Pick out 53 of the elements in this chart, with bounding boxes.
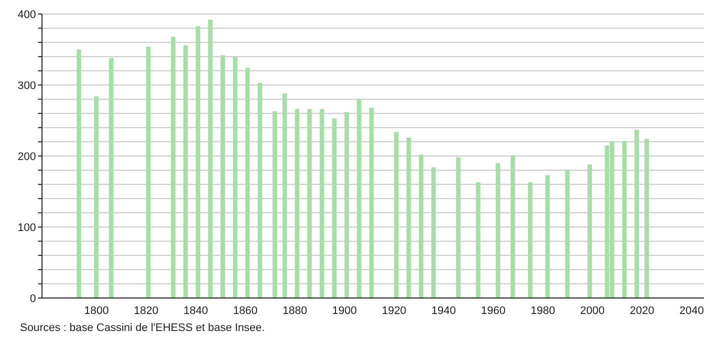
x-tick-label: 1900: [332, 304, 357, 317]
y-tick-label: 200: [18, 150, 36, 163]
bar: [356, 99, 362, 298]
bar: [634, 130, 640, 298]
bar: [245, 68, 250, 298]
bar: [183, 45, 188, 298]
bar: [320, 109, 324, 298]
y-tick-label: 0: [30, 292, 36, 305]
bar: [644, 138, 649, 298]
bar: [510, 155, 516, 298]
bar: [332, 118, 337, 298]
bar: [528, 182, 532, 298]
x-tick-label: 1840: [183, 304, 208, 317]
bar: [94, 96, 99, 298]
bar: [272, 111, 278, 298]
x-tick-label: 1880: [282, 304, 308, 317]
bar: [476, 182, 480, 298]
bar: [196, 26, 200, 298]
bar: [406, 138, 411, 298]
x-tick-label: 2000: [580, 304, 605, 317]
bar: [232, 56, 238, 298]
x-tick-label: 2040: [679, 304, 704, 317]
bar: [294, 109, 300, 298]
bar: [565, 169, 570, 298]
x-tick-label: 1980: [530, 304, 556, 317]
x-tick-label: 1820: [134, 304, 158, 317]
x-tick-label: 2020: [630, 304, 654, 317]
bar: [282, 94, 287, 298]
bar: [146, 46, 151, 298]
bar: [76, 50, 82, 298]
x-tick-label: 1800: [84, 304, 109, 317]
y-tick-label: 100: [18, 222, 36, 234]
bar: [622, 141, 627, 298]
bar: [307, 109, 312, 298]
bar: [220, 55, 225, 298]
x-tick-label: 1860: [233, 304, 258, 317]
bar: [208, 20, 213, 298]
bar: [545, 175, 550, 298]
bar: [496, 163, 500, 298]
y-tick-label: 400: [18, 8, 36, 21]
bar: [258, 82, 262, 298]
x-tick-label: 1920: [382, 304, 406, 317]
bar: [170, 36, 176, 298]
bar: [344, 112, 349, 298]
bar: [394, 132, 399, 298]
bar: [418, 154, 424, 298]
bar: [456, 157, 461, 298]
bar: [587, 164, 592, 298]
source-note: Sources : base Cassini de l'EHESS et base Insee.: [20, 322, 265, 334]
y-tick-label: 300: [18, 80, 36, 92]
x-tick-label: 1940: [431, 304, 456, 317]
x-tick-label: 1960: [481, 304, 506, 317]
bar: [108, 58, 114, 298]
